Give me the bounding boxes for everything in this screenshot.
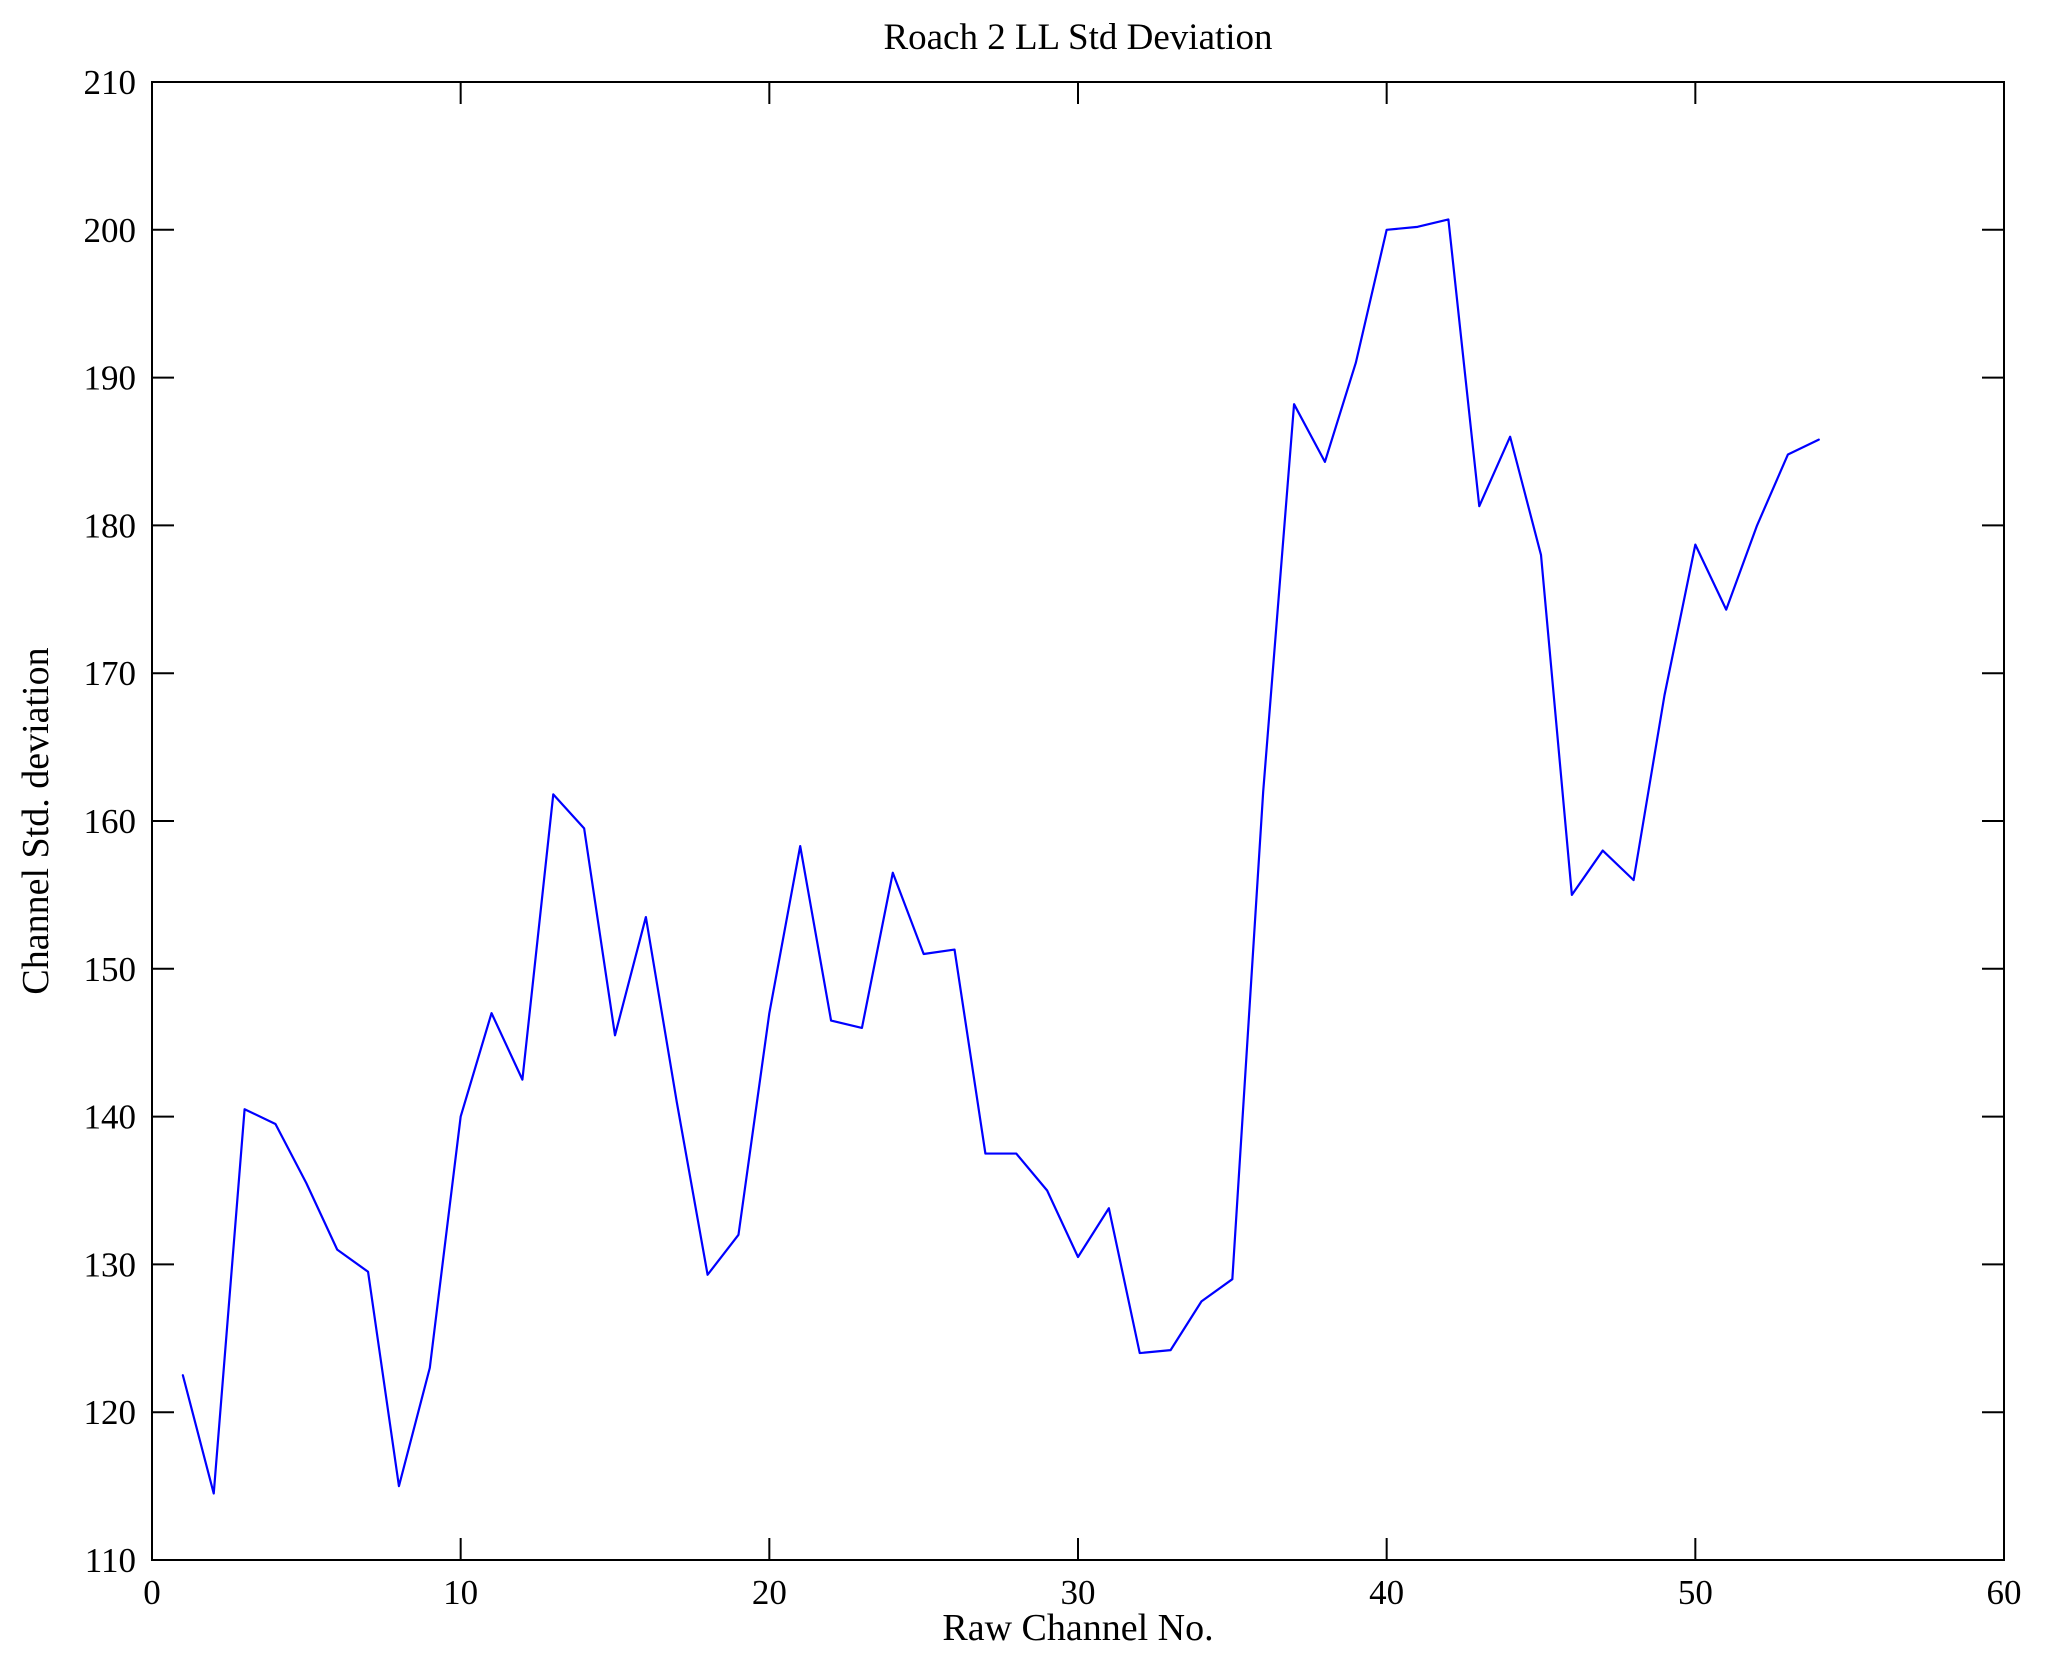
- axes-frame: [151, 81, 2005, 1561]
- chart-title: Roach 2 LL Std Deviation: [883, 17, 1273, 58]
- y-tick-label: 210: [84, 63, 137, 102]
- y-tick-label: 160: [84, 802, 137, 841]
- y-tick-label: 190: [84, 359, 137, 398]
- y-tick-label: 130: [84, 1245, 137, 1284]
- y-tick-label: 110: [85, 1541, 136, 1580]
- x-tick-label: 0: [143, 1573, 161, 1612]
- x-tick-label: 10: [443, 1573, 478, 1612]
- x-tick-label: 20: [752, 1573, 787, 1612]
- y-tick-label: 200: [84, 211, 137, 250]
- y-axis-label: Channel Std. deviation: [15, 647, 57, 995]
- y-tick-label: 150: [84, 950, 137, 989]
- x-tick-label: 60: [1987, 1573, 2022, 1612]
- x-axis-label: Raw Channel No.: [942, 1607, 1214, 1649]
- y-tick-label: 140: [84, 1098, 137, 1137]
- y-tick-label: 120: [84, 1393, 137, 1432]
- y-tick-label: 170: [84, 654, 137, 693]
- x-tick-label: 30: [1061, 1573, 1096, 1612]
- x-tick-label: 50: [1678, 1573, 1713, 1612]
- data-line: [181, 218, 1820, 1495]
- x-tick-label: 40: [1369, 1573, 1404, 1612]
- y-tick-label: 180: [84, 506, 137, 545]
